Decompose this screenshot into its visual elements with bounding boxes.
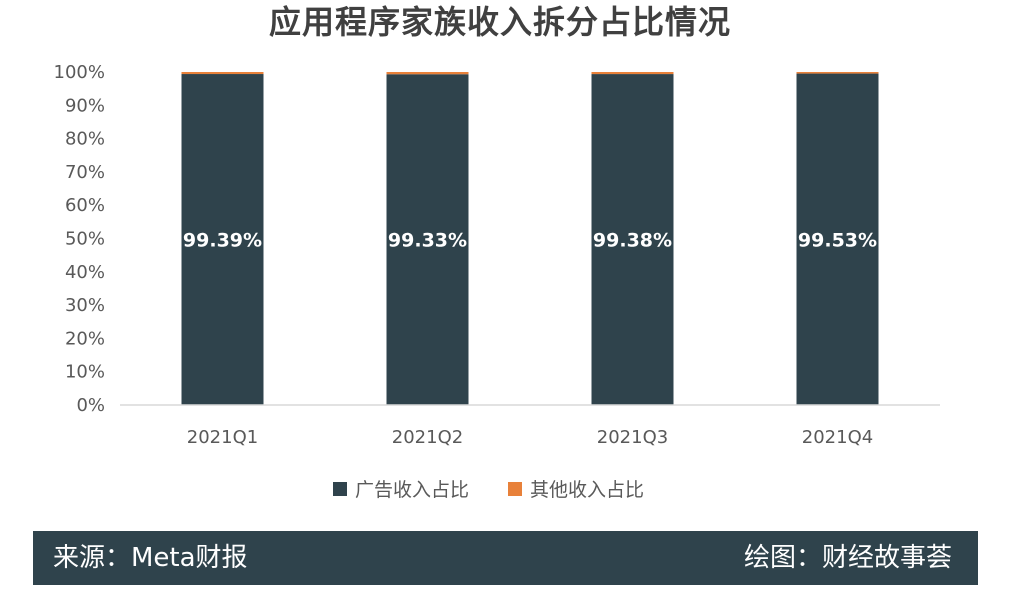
y-tick-label: 80% [65, 129, 105, 150]
x-axis-tick-labels: 2021Q1 2021Q2 2021Q3 2021Q4 [187, 427, 873, 448]
bar-other-revenue-share [591, 72, 674, 75]
y-tick-label: 70% [65, 162, 105, 183]
y-tick-label: 10% [65, 362, 105, 383]
bar-other-revenue-share [181, 72, 264, 75]
x-tick-label: 2021Q1 [187, 427, 258, 448]
bar-stacks: 99.39% 99.33% 99.38% 99.53% [181, 72, 879, 406]
y-tick-label: 40% [65, 262, 105, 283]
y-axis-tick-labels: 0% 10% 20% 30% 40% 50% 60% 70% 80% 90% 100% [54, 62, 105, 416]
x-tick-label: 2021Q2 [392, 427, 463, 448]
bar-data-label: 99.39% [183, 230, 262, 252]
bar-ad-revenue-share [591, 74, 674, 405]
bar-ad-revenue-share [796, 73, 879, 406]
x-tick-label: 2021Q3 [597, 427, 668, 448]
y-tick-label: 30% [65, 295, 105, 316]
y-tick-label: 60% [65, 195, 105, 216]
y-tick-label: 50% [65, 229, 105, 250]
bar-ad-revenue-share [181, 74, 264, 405]
legend-swatch-other-revenue [508, 482, 522, 496]
footer-bar: 来源：Meta财报 绘图：财经故事荟 [33, 531, 978, 585]
chart-title: 应用程序家族收入拆分占比情况 [268, 3, 731, 41]
y-tick-label: 20% [65, 328, 105, 349]
legend-entry-label: 广告收入占比 [355, 479, 469, 501]
legend-entry-label: 其他收入占比 [530, 479, 644, 501]
bar-data-label: 99.38% [593, 230, 672, 252]
bar-other-revenue-share [796, 72, 879, 74]
bar-ad-revenue-share [386, 74, 469, 405]
x-tick-label: 2021Q4 [802, 427, 873, 448]
y-tick-label: 0% [76, 395, 105, 416]
bar-data-label: 99.53% [798, 229, 877, 251]
credit-note: 绘图：财经故事荟 [743, 543, 952, 573]
legend-swatch-ad-revenue [333, 482, 347, 496]
stacked-bar-chart: 0% 10% 20% 30% 40% 50% 60% 70% 80% 90% 100% 99.39%… [54, 62, 940, 501]
bar-other-revenue-share [386, 72, 469, 75]
y-tick-label: 100% [54, 62, 105, 83]
y-tick-label: 90% [65, 95, 105, 116]
bar-data-label: 99.33% [388, 230, 467, 252]
legend: 广告收入占比 其他收入占比 [333, 479, 644, 501]
source-note: 来源：Meta财报 [53, 543, 248, 573]
